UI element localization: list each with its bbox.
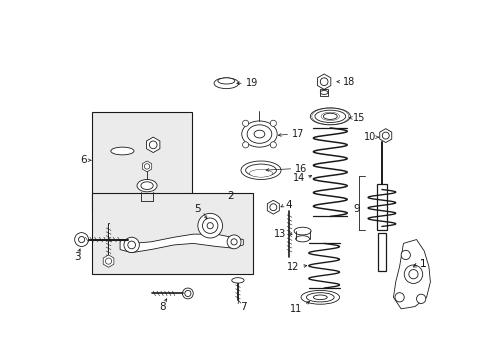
Ellipse shape xyxy=(295,236,309,242)
Ellipse shape xyxy=(306,293,333,302)
Circle shape xyxy=(408,270,417,279)
Circle shape xyxy=(400,250,409,260)
Circle shape xyxy=(269,204,276,211)
Text: 3: 3 xyxy=(74,252,81,262)
Text: 18: 18 xyxy=(342,77,354,87)
Circle shape xyxy=(394,293,404,302)
Polygon shape xyxy=(142,161,151,172)
Circle shape xyxy=(382,132,388,139)
Text: 15: 15 xyxy=(353,113,365,123)
Ellipse shape xyxy=(218,78,234,84)
Ellipse shape xyxy=(314,110,345,122)
Ellipse shape xyxy=(182,288,193,299)
Text: 5: 5 xyxy=(193,204,200,214)
Bar xyxy=(320,89,327,95)
Ellipse shape xyxy=(301,291,339,304)
Text: 9: 9 xyxy=(352,204,359,214)
Circle shape xyxy=(270,120,276,126)
Ellipse shape xyxy=(254,130,264,138)
Circle shape xyxy=(270,142,276,148)
Circle shape xyxy=(230,239,237,245)
Circle shape xyxy=(149,141,157,149)
Circle shape xyxy=(226,235,241,249)
Circle shape xyxy=(184,291,190,297)
Bar xyxy=(91,193,253,274)
Ellipse shape xyxy=(249,170,272,177)
Text: 11: 11 xyxy=(290,304,302,314)
Ellipse shape xyxy=(141,182,153,189)
Circle shape xyxy=(404,265,422,283)
Text: 13: 13 xyxy=(274,229,286,239)
Polygon shape xyxy=(103,255,114,267)
Circle shape xyxy=(242,120,248,126)
Polygon shape xyxy=(120,234,243,253)
Circle shape xyxy=(202,218,218,233)
Ellipse shape xyxy=(241,161,281,180)
Circle shape xyxy=(416,294,425,303)
Ellipse shape xyxy=(246,125,271,143)
Text: 12: 12 xyxy=(286,261,299,271)
Circle shape xyxy=(320,78,327,86)
Polygon shape xyxy=(379,129,391,143)
Text: 14: 14 xyxy=(293,173,305,183)
Circle shape xyxy=(75,233,88,247)
Ellipse shape xyxy=(293,227,310,235)
Text: 16: 16 xyxy=(294,164,306,174)
Ellipse shape xyxy=(231,278,244,283)
Polygon shape xyxy=(393,239,429,309)
Circle shape xyxy=(242,142,248,148)
Text: 1: 1 xyxy=(419,259,426,269)
Bar xyxy=(376,184,386,230)
Ellipse shape xyxy=(320,91,327,94)
Bar xyxy=(377,233,385,271)
Text: 6: 6 xyxy=(81,155,87,165)
Polygon shape xyxy=(267,200,279,214)
Text: 7: 7 xyxy=(240,302,246,311)
Ellipse shape xyxy=(214,78,238,89)
Ellipse shape xyxy=(111,147,134,155)
Circle shape xyxy=(127,241,135,249)
Circle shape xyxy=(79,237,84,243)
Circle shape xyxy=(207,222,213,229)
Polygon shape xyxy=(146,137,160,153)
Circle shape xyxy=(105,258,111,264)
Ellipse shape xyxy=(245,164,276,176)
Text: 10: 10 xyxy=(364,132,376,142)
Circle shape xyxy=(198,213,222,238)
Text: 19: 19 xyxy=(245,78,257,88)
Circle shape xyxy=(144,164,149,169)
Text: 4: 4 xyxy=(285,200,292,210)
Text: 8: 8 xyxy=(159,302,165,311)
Bar xyxy=(91,112,191,209)
Ellipse shape xyxy=(241,121,277,147)
Text: 17: 17 xyxy=(291,129,304,139)
Text: 1: 1 xyxy=(419,259,426,269)
Ellipse shape xyxy=(310,108,349,125)
Ellipse shape xyxy=(323,113,337,120)
Text: 2: 2 xyxy=(226,191,233,201)
Ellipse shape xyxy=(313,295,326,300)
Ellipse shape xyxy=(137,180,157,192)
Polygon shape xyxy=(317,74,330,89)
Circle shape xyxy=(123,237,139,253)
